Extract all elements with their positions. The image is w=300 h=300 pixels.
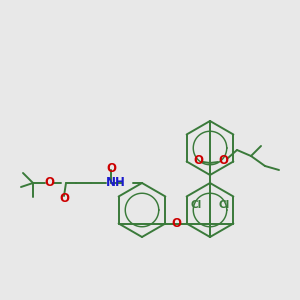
Text: Cl: Cl: [190, 200, 202, 211]
Text: O: O: [218, 154, 228, 166]
Text: Cl: Cl: [218, 200, 230, 211]
Text: O: O: [193, 154, 203, 166]
Text: O: O: [171, 217, 181, 230]
Text: O: O: [106, 161, 116, 175]
Text: O: O: [59, 191, 69, 205]
Text: O: O: [44, 176, 54, 190]
Text: NH: NH: [106, 176, 126, 190]
